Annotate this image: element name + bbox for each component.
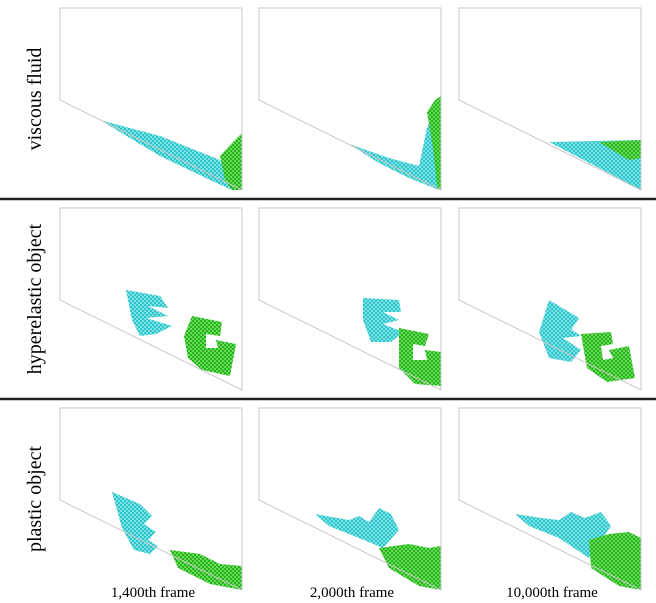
row-label: viscous fluid	[24, 48, 46, 151]
row-label: plastic object	[24, 446, 46, 553]
snapshot-panel	[60, 408, 242, 590]
particles-green	[184, 316, 236, 376]
figure: viscous fluid hyperelastic object plastic …	[0, 0, 656, 603]
snapshot-panel	[259, 208, 441, 390]
column-label: 2,000th frame	[310, 585, 394, 601]
snapshot-panel	[459, 408, 641, 590]
snapshot-panel	[259, 408, 441, 590]
particles-green	[399, 328, 441, 386]
particles-cyan	[349, 108, 439, 190]
domain-boundary	[259, 8, 441, 190]
column-label: 10,000th frame	[506, 585, 598, 601]
snapshot-panel	[459, 208, 641, 390]
row-label: hyperelastic object	[24, 223, 46, 374]
particles-cyan	[363, 298, 403, 342]
particles-cyan	[126, 290, 172, 336]
snapshot-panel	[259, 8, 441, 190]
snapshot-panel	[60, 208, 242, 390]
snapshot-panel	[459, 8, 641, 190]
snapshot-panel	[60, 8, 242, 190]
particles-green	[170, 550, 242, 590]
particles-green	[379, 544, 441, 590]
particles-green	[581, 332, 635, 382]
particles-cyan	[539, 300, 581, 362]
column-label: 1,400th frame	[111, 585, 195, 601]
particles-cyan	[100, 120, 232, 190]
particles-cyan	[315, 508, 399, 548]
particles-green	[589, 532, 641, 590]
